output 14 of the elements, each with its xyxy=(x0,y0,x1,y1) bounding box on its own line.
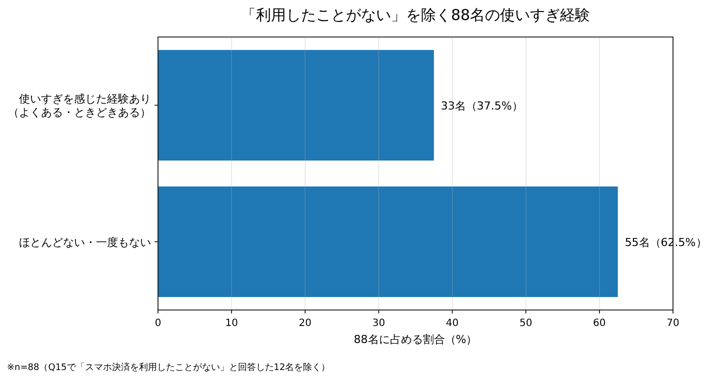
x-tick-label: 40 xyxy=(446,318,459,329)
x-tick-label: 50 xyxy=(519,318,532,329)
x-tick-label: 10 xyxy=(225,318,238,329)
x-tick-label: 0 xyxy=(154,318,162,329)
x-tick-label: 20 xyxy=(298,318,312,329)
x-tick-label: 60 xyxy=(593,318,606,329)
x-axis-title: 88名に占める割合（%） xyxy=(354,333,478,346)
chart-title: 「利用したことがない」を除く88名の使いすぎ経験 xyxy=(240,6,590,24)
text: ※n=88（Q15で「スマホ決済を利用したことがない」と回答した12名を除く） xyxy=(7,362,330,373)
y-tick-label: 使いすぎを感じた経験あり（よくある・ときどきある） xyxy=(8,92,151,119)
x-tick-label: 70 xyxy=(666,318,680,329)
data-label: 33名（37.5%） xyxy=(440,99,523,112)
y-tick-label: ほとんどない・一度もない xyxy=(19,236,151,249)
x-tick-label: 30 xyxy=(372,318,386,329)
